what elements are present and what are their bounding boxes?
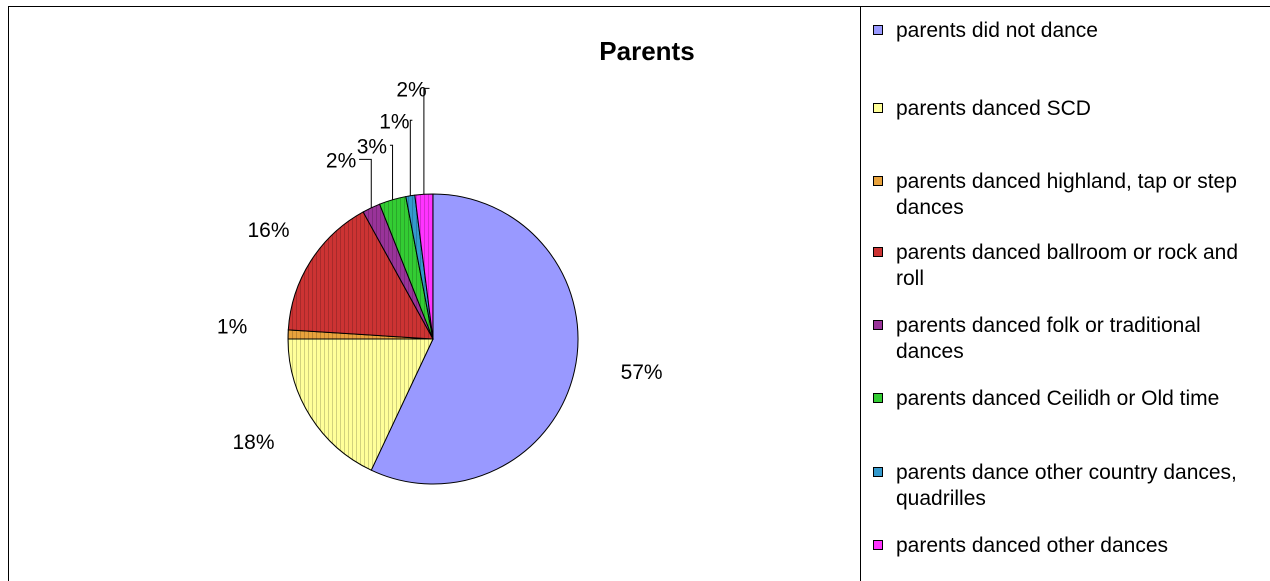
data-label: 2% — [326, 149, 356, 172]
data-label: 16% — [247, 219, 289, 242]
legend-swatch — [873, 467, 883, 477]
legend-item: parents danced other dances — [869, 533, 1269, 559]
leader-line — [389, 144, 394, 200]
legend-swatch — [873, 25, 883, 35]
leader-line — [409, 119, 413, 196]
legend-swatch — [873, 540, 883, 550]
pie-slices — [287, 193, 579, 485]
leader-line — [423, 87, 430, 195]
legend-item: parents danced ballroom or rock and roll — [869, 240, 1269, 292]
pie-slice — [287, 211, 434, 340]
legend-swatch — [873, 320, 883, 330]
legend-swatch — [873, 247, 883, 257]
legend-item: parents danced highland, tap or step dan… — [869, 169, 1269, 221]
legend-label: parents dance other country dances, quad… — [896, 461, 1237, 510]
legend: parents did not dance parents danced SCD… — [860, 6, 1270, 581]
pie-slice — [287, 338, 434, 471]
legend-item: parents danced SCD — [869, 96, 1269, 122]
chart-frame — [8, 6, 1270, 581]
legend-label: parents danced ballroom or rock and roll — [896, 241, 1239, 290]
legend-item: parents dance other country dances, quad… — [869, 460, 1269, 512]
pie-slice — [370, 193, 579, 485]
legend-swatch — [873, 103, 883, 113]
data-label: 1% — [217, 315, 247, 338]
data-label: 1% — [379, 110, 409, 133]
legend-label: parents danced Ceilidh or Old time — [896, 387, 1220, 410]
data-label: 2% — [396, 78, 426, 101]
data-label: 57% — [621, 361, 663, 384]
legend-item: parents danced Ceilidh or Old time — [869, 386, 1269, 412]
pie-chart: Parents 57%18%1%16%2%3%1%2% — [217, 36, 695, 485]
legend-label: parents danced folk or traditional dance… — [896, 314, 1201, 363]
data-label: 18% — [232, 431, 274, 454]
pie-leader-lines — [359, 87, 430, 208]
data-label: 3% — [357, 135, 387, 158]
pie-data-labels: 57%18%1%16%2%3%1%2% — [217, 78, 663, 454]
legend-label: parents danced other dances — [896, 534, 1169, 557]
legend-swatch — [873, 393, 883, 403]
legend-item: parents did not dance — [869, 18, 1269, 44]
legend-label: parents did not dance — [896, 19, 1098, 42]
legend-label: parents danced highland, tap or step dan… — [896, 170, 1237, 219]
legend-label: parents danced SCD — [896, 97, 1091, 120]
legend-swatch — [873, 176, 883, 186]
leader-line — [359, 158, 372, 208]
legend-item: parents danced folk or traditional dance… — [869, 313, 1269, 365]
chart-title: Parents — [599, 36, 694, 66]
